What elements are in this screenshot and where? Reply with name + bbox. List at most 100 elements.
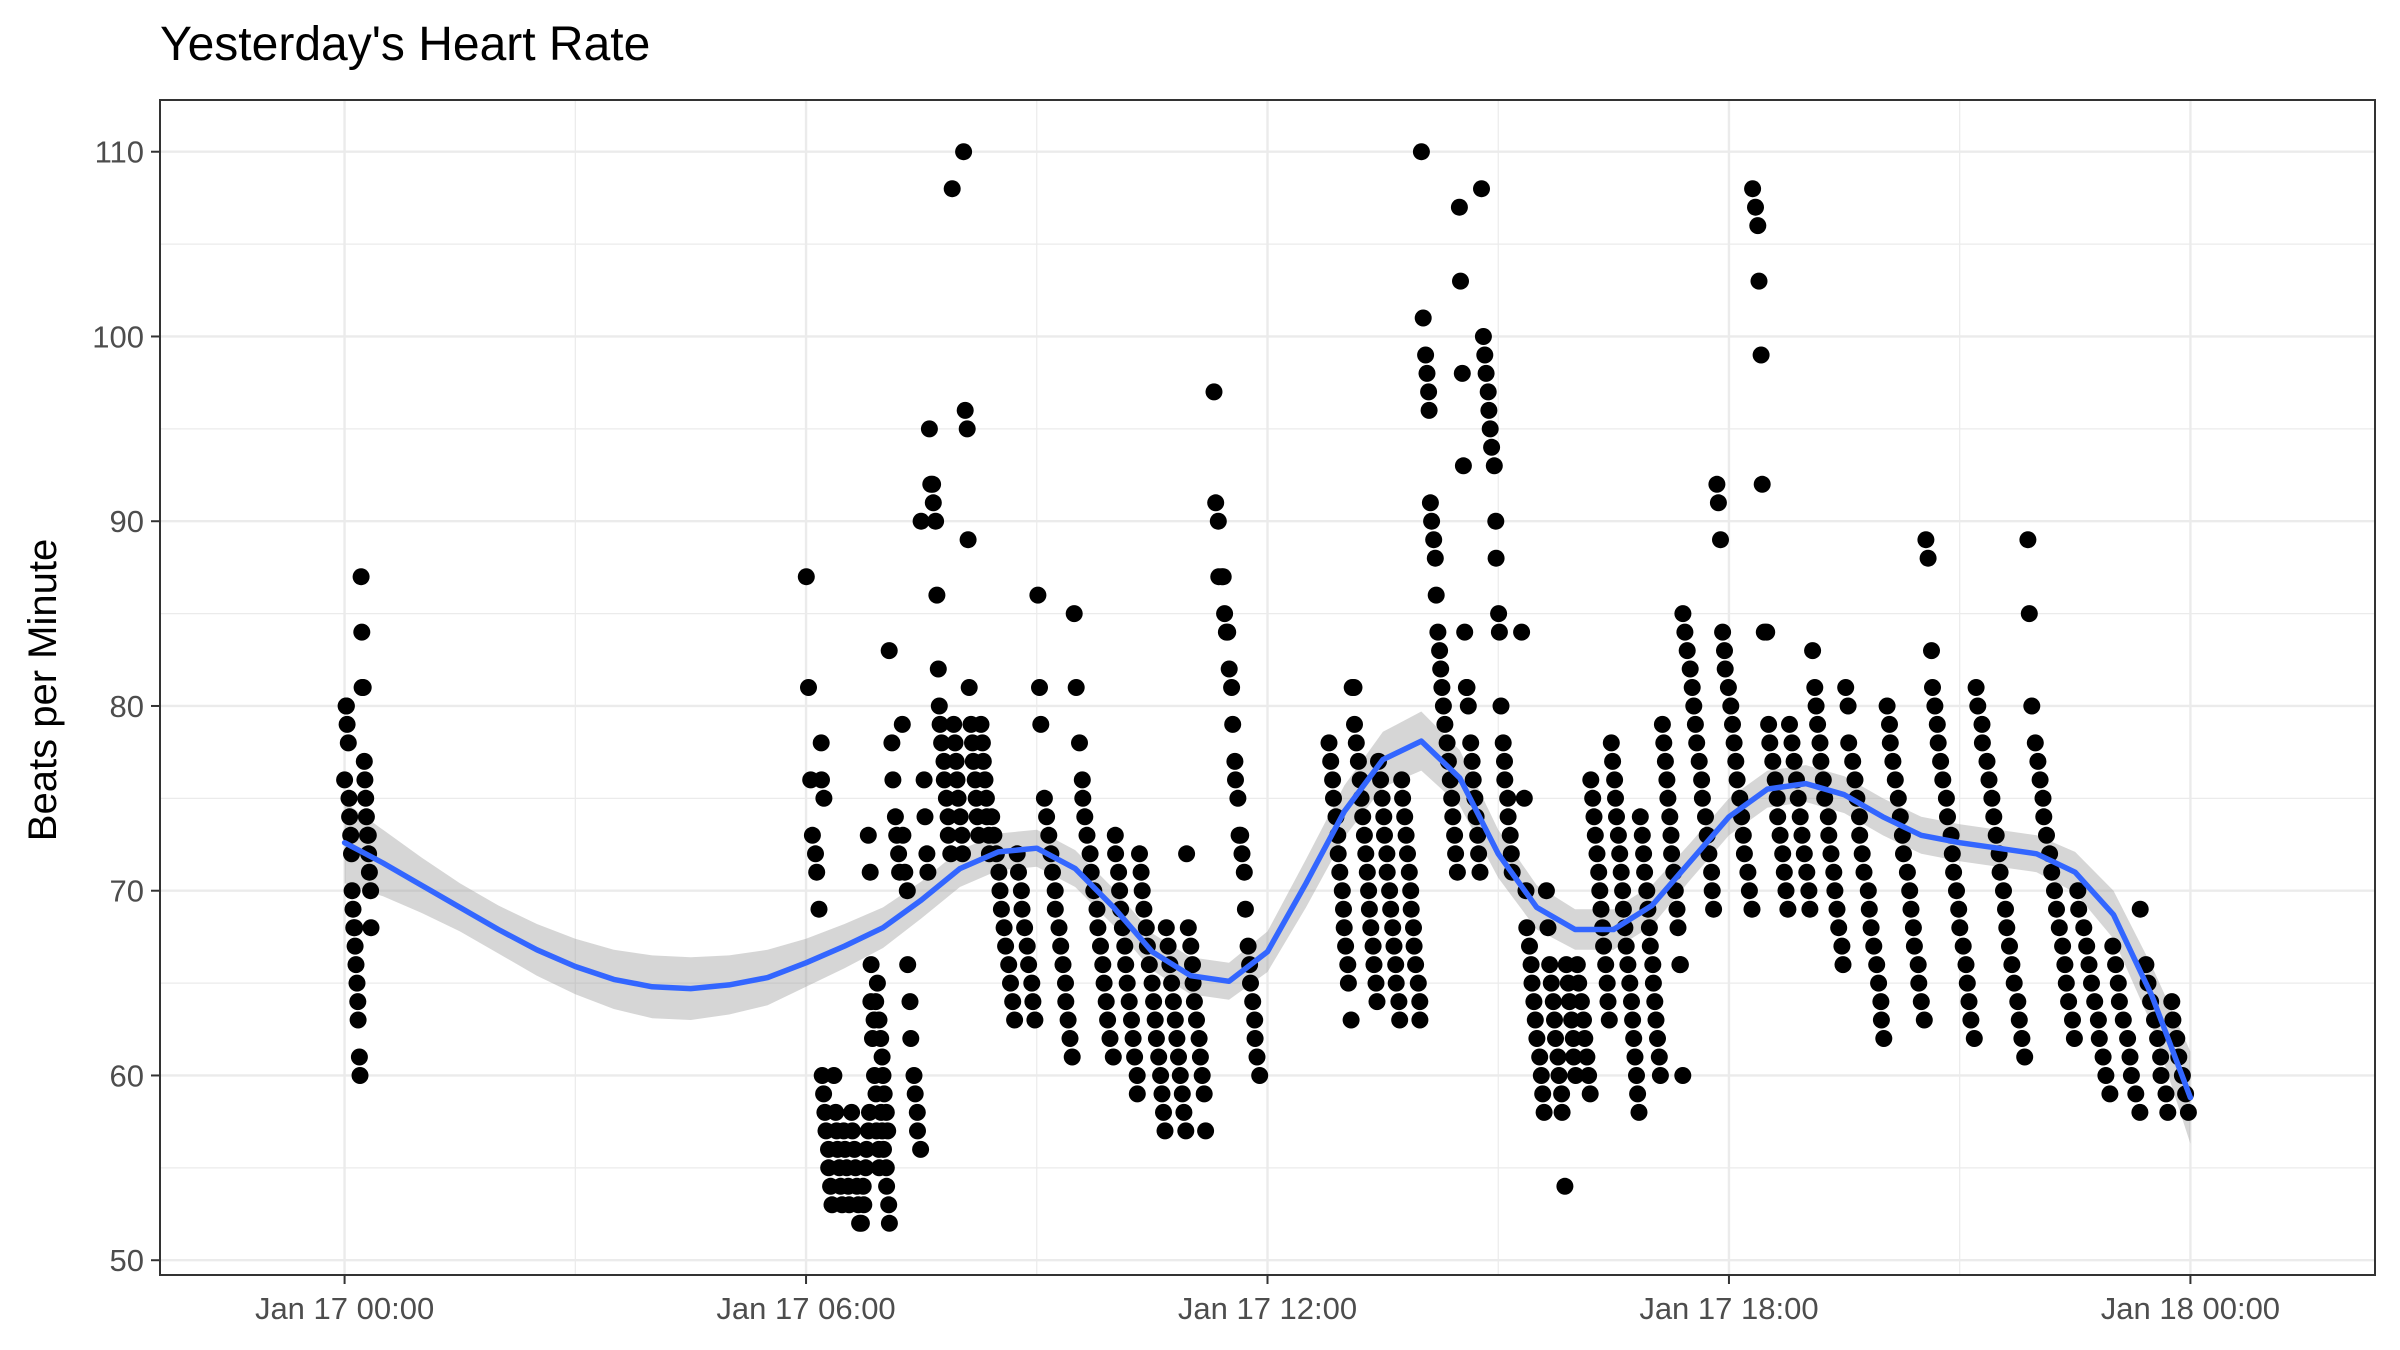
data-point <box>1074 789 1092 807</box>
data-point <box>1135 900 1153 918</box>
data-point <box>948 771 966 789</box>
data-point <box>1349 752 1367 770</box>
data-point <box>1661 808 1679 826</box>
data-point <box>1000 956 1018 974</box>
data-point <box>959 531 977 549</box>
data-point <box>1599 993 1617 1011</box>
data-point <box>1358 863 1376 881</box>
x-tick-label: Jan 17 12:00 <box>1178 1291 1357 1326</box>
data-point <box>1474 328 1492 345</box>
data-point <box>1168 1030 1186 1047</box>
data-point <box>336 771 354 789</box>
data-point <box>1081 845 1099 863</box>
data-point <box>1118 974 1136 992</box>
data-point <box>2019 531 2037 549</box>
data-point <box>1708 475 1726 493</box>
data-point <box>1496 771 1514 789</box>
data-point <box>956 401 974 419</box>
data-point <box>1133 882 1151 900</box>
data-point <box>1244 993 1262 1011</box>
data-point <box>1523 974 1541 992</box>
data-point <box>1943 845 1961 863</box>
data-point <box>1040 826 1058 844</box>
data-point <box>2131 900 2149 918</box>
data-point <box>883 734 901 752</box>
data-point <box>1647 1011 1665 1029</box>
data-point <box>1855 863 1873 881</box>
data-point <box>912 512 930 530</box>
data-point <box>858 1140 875 1158</box>
data-point <box>808 863 826 881</box>
data-point <box>1727 752 1745 770</box>
data-point <box>1092 937 1109 955</box>
data-point <box>351 1067 369 1084</box>
data-point <box>1774 845 1792 863</box>
data-point <box>1143 974 1161 992</box>
data-point <box>360 863 378 881</box>
data-point <box>2038 826 2055 844</box>
data-point <box>1476 346 1494 364</box>
data-point <box>1412 143 1430 161</box>
data-point <box>1065 605 1083 623</box>
data-point <box>355 752 373 770</box>
data-point <box>909 1122 926 1140</box>
data-point <box>1378 845 1396 863</box>
data-point <box>1012 882 1030 900</box>
data-point <box>1433 679 1451 696</box>
data-point <box>1631 808 1649 826</box>
data-point <box>1197 1122 1215 1140</box>
data-point <box>1409 974 1427 992</box>
data-point <box>1546 1011 1563 1029</box>
data-point <box>1649 1030 1666 1047</box>
data-point <box>960 679 978 696</box>
data-point <box>362 882 380 900</box>
data-point <box>1624 1011 1642 1029</box>
x-tick-label: Jan 17 18:00 <box>1639 1291 1818 1326</box>
data-point <box>1220 660 1238 678</box>
data-point <box>1902 900 1920 918</box>
data-point <box>1487 512 1505 530</box>
data-point <box>1407 956 1425 974</box>
data-point <box>1385 937 1403 955</box>
data-point <box>2029 752 2047 770</box>
data-point <box>1205 383 1223 401</box>
data-point <box>2003 956 2021 974</box>
data-point <box>1779 900 1797 918</box>
data-point <box>1078 826 1096 844</box>
data-point <box>1188 1011 1205 1029</box>
data-point <box>1905 937 1923 955</box>
data-point <box>349 993 367 1011</box>
y-tick-label: 80 <box>110 689 144 724</box>
data-point <box>1586 826 1604 844</box>
data-point <box>1324 771 1342 789</box>
data-point <box>1663 845 1681 863</box>
data-point <box>1826 882 1844 900</box>
data-point <box>2121 1048 2139 1066</box>
data-point <box>1628 1067 1645 1084</box>
data-point <box>1494 734 1512 752</box>
data-point <box>1769 808 1787 826</box>
data-point <box>349 1011 367 1029</box>
data-point <box>2057 974 2075 992</box>
data-point <box>1163 974 1181 992</box>
data-point <box>1747 198 1764 216</box>
data-point <box>1057 993 1075 1011</box>
data-point <box>1364 937 1382 955</box>
data-point <box>1362 919 1380 937</box>
data-point <box>2152 1067 2170 1084</box>
data-point <box>880 642 898 660</box>
data-point <box>2157 1085 2175 1103</box>
data-point <box>2026 734 2044 752</box>
data-point <box>2107 956 2125 974</box>
data-point <box>1481 420 1499 438</box>
data-point <box>2034 789 2052 807</box>
data-point <box>1026 1011 1044 1029</box>
data-point <box>920 420 938 438</box>
data-point <box>1703 863 1721 881</box>
data-point <box>1712 531 1729 549</box>
data-point <box>342 826 360 844</box>
data-point <box>937 789 955 807</box>
data-point <box>2064 1011 2081 1029</box>
data-point <box>1140 956 1158 974</box>
